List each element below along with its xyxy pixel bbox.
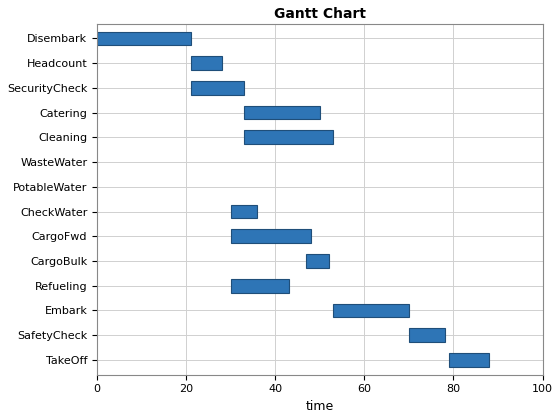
Bar <box>97 32 190 45</box>
Bar <box>306 254 329 268</box>
Title: Gantt Chart: Gantt Chart <box>274 7 366 21</box>
Bar <box>244 131 333 144</box>
Bar <box>244 106 320 119</box>
Bar <box>190 56 222 70</box>
Bar <box>231 229 311 243</box>
Bar <box>231 205 258 218</box>
Bar <box>190 81 244 94</box>
X-axis label: time: time <box>306 400 334 413</box>
Bar <box>231 279 288 292</box>
Bar <box>409 328 445 342</box>
Bar <box>333 304 409 317</box>
Bar <box>449 353 489 367</box>
